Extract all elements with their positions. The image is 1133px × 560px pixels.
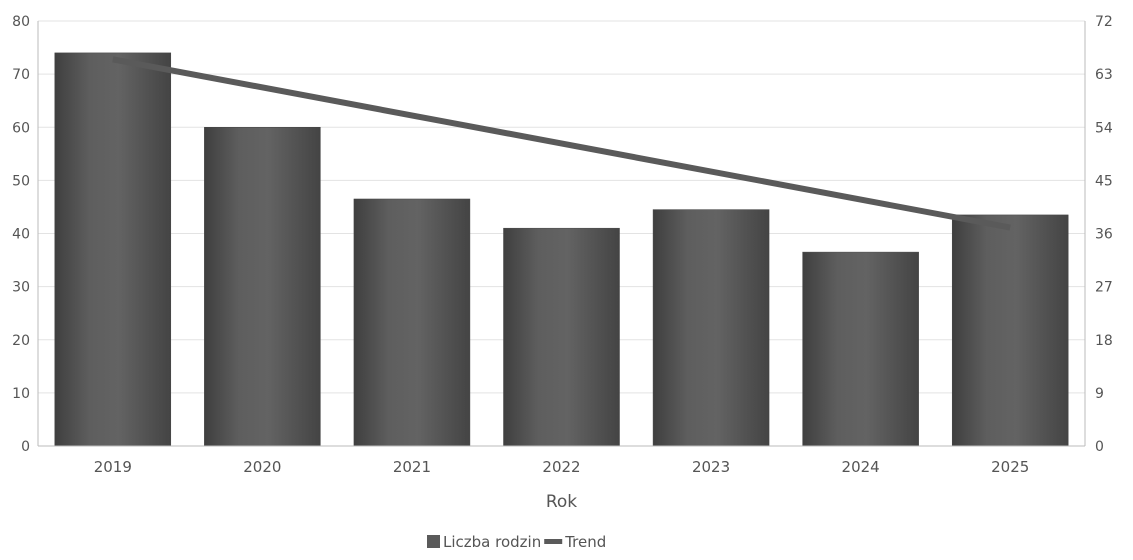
y2-tick-label: 36 [1095, 227, 1113, 243]
bar [353, 198, 471, 447]
y2-tick-label: 72 [1095, 14, 1113, 30]
y-tick-label: 20 [12, 333, 30, 349]
y-tick-label: 70 [12, 67, 30, 83]
legend-label-bar: Liczba rodzin [443, 533, 541, 551]
y-tick-label: 0 [21, 439, 30, 455]
x-tick-label: 2024 [842, 458, 880, 476]
y-tick-label: 30 [12, 280, 30, 296]
x-tick-label: 2020 [243, 458, 281, 476]
y2-tick-label: 18 [1095, 333, 1113, 349]
legend-label-trend: Trend [564, 533, 606, 551]
x-tick-label: 2025 [991, 458, 1029, 476]
bar [204, 127, 321, 447]
y-tick-label: 80 [12, 14, 30, 30]
bars [54, 52, 1069, 447]
legend[interactable]: Liczba rodzin Trend [427, 533, 606, 551]
x-tick-label: 2022 [542, 458, 580, 476]
axes [37, 21, 1086, 447]
y-tick-label: 50 [12, 173, 30, 189]
trend-line-layer [112, 56, 1011, 231]
x-tick-label: 2019 [94, 458, 132, 476]
y2-tick-label: 27 [1095, 280, 1113, 296]
x-tick-label: 2021 [393, 458, 431, 476]
y2-tick-label: 54 [1095, 120, 1113, 136]
y-tick-label: 60 [12, 120, 30, 136]
x-axis-title: Rok [546, 492, 577, 512]
legend-swatch-bar [427, 535, 440, 548]
bar [951, 214, 1069, 447]
legend-swatch-trend [544, 539, 563, 544]
trend-line [112, 56, 1011, 231]
y2-tick-label: 0 [1095, 439, 1104, 455]
bar [54, 52, 172, 447]
y-tick-label: 10 [12, 386, 30, 402]
axis-labels: 0 10 20 30 40 50 60 70 80 0 9 18 27 36 45 54 63 72 2019 202… [12, 14, 1113, 512]
y2-tick-label: 45 [1095, 173, 1113, 189]
y2-tick-label: 9 [1095, 386, 1104, 402]
bar [652, 209, 770, 447]
y-tick-label: 40 [12, 227, 30, 243]
bar [503, 227, 620, 447]
y2-tick-label: 63 [1095, 67, 1113, 83]
x-tick-label: 2023 [692, 458, 730, 476]
bar [802, 251, 919, 447]
